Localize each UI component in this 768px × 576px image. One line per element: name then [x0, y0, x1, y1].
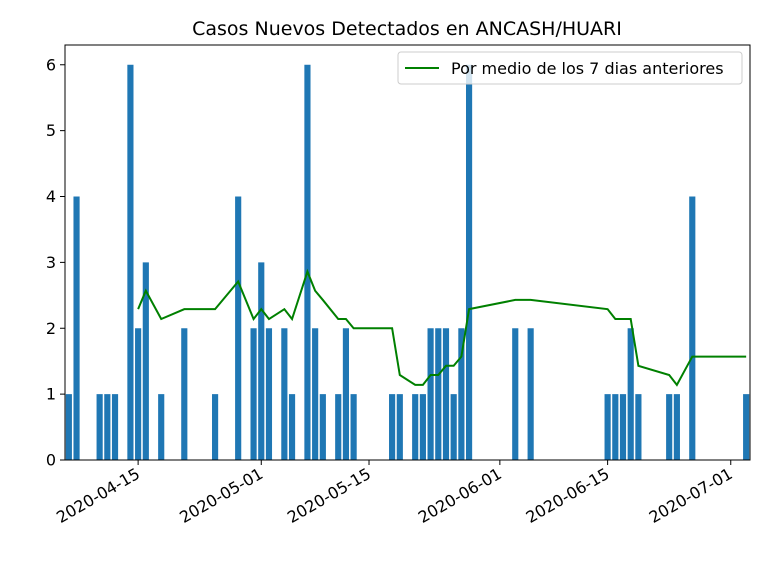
bar: [65, 394, 72, 460]
bar: [412, 394, 419, 460]
bar: [458, 328, 465, 460]
y-axis: 0 1 2 3 4 5 6: [46, 55, 65, 470]
y-tick-label: 4: [46, 187, 56, 206]
legend-label: Por medio de los 7 dias anteriores: [451, 59, 724, 78]
bar: [673, 394, 680, 460]
bar: [512, 328, 519, 460]
line-series: [137, 268, 747, 387]
bar: [612, 394, 619, 460]
bar: [258, 262, 265, 460]
y-tick-label: 1: [46, 385, 56, 404]
y-tick-label: 0: [46, 451, 56, 470]
bar: [465, 64, 473, 460]
bar: [450, 394, 457, 460]
bar: [142, 262, 149, 460]
bar: [689, 196, 696, 460]
bar-series: [65, 64, 750, 460]
bar: [627, 328, 634, 460]
bar: [312, 328, 319, 460]
bar: [181, 328, 188, 460]
bar: [281, 328, 288, 460]
bar: [619, 394, 627, 460]
bar: [135, 328, 142, 460]
bar: [127, 64, 134, 460]
y-tick-label: 5: [46, 121, 56, 140]
bar: [265, 328, 273, 460]
bar: [743, 394, 750, 460]
bar: [666, 394, 673, 460]
bar: [604, 394, 611, 460]
bar: [319, 394, 326, 460]
bar: [73, 196, 80, 460]
y-tick-label: 3: [46, 253, 56, 272]
bar: [435, 328, 442, 460]
axes-frame: [64, 44, 751, 461]
bar: [111, 394, 119, 460]
bar: [288, 394, 296, 460]
bar: [342, 328, 350, 460]
bar: [396, 394, 403, 460]
bar: [527, 328, 534, 460]
bar: [212, 394, 219, 460]
bar: [304, 64, 311, 460]
bar: [635, 394, 642, 460]
bar: [104, 394, 111, 460]
chart-title: Casos Nuevos Detectados en ANCASH/HUARI: [192, 18, 622, 40]
bar: [419, 394, 426, 460]
y-tick-label: 2: [46, 319, 56, 338]
bar: [158, 394, 165, 460]
bar: [427, 328, 434, 460]
y-tick-label: 6: [46, 55, 56, 74]
legend-box: [397, 51, 743, 85]
moving-average-line: [137, 268, 747, 387]
bar: [350, 394, 357, 460]
legend: Por medio de los 7 dias anteriores: [397, 51, 743, 85]
bar: [235, 196, 242, 460]
bar: [335, 394, 342, 460]
bar: [96, 394, 103, 460]
bar: [442, 328, 450, 460]
bar: [389, 394, 396, 460]
bar: [250, 328, 257, 460]
